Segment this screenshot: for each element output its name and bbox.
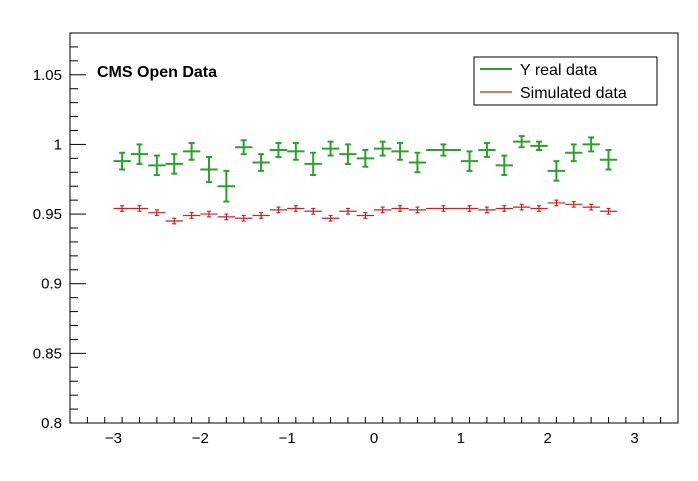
- data-point: [478, 206, 496, 214]
- data-point: [582, 203, 600, 211]
- data-point: [495, 154, 513, 177]
- data-point: [321, 214, 340, 222]
- data-point: [321, 140, 340, 157]
- data-point: [113, 151, 131, 171]
- data-point: [130, 205, 149, 212]
- chart-annotation: CMS Open Data: [97, 64, 217, 81]
- data-point: [356, 212, 374, 219]
- data-point: [599, 149, 618, 171]
- x-axis: −3 −2 −1 0 1 2 3: [69, 417, 679, 447]
- legend-label-real: Υ real data: [520, 62, 597, 79]
- data-point: [547, 199, 566, 207]
- data-point: [565, 200, 583, 208]
- data-point: [182, 142, 201, 161]
- data-point: [148, 209, 166, 217]
- data-point: [165, 153, 183, 175]
- data-point: [391, 205, 409, 212]
- y-tick-label: 0.8: [41, 415, 62, 432]
- legend-label-simulated: Simulated data: [520, 85, 627, 102]
- y-tick-label: 0.95: [33, 206, 62, 223]
- data-point: [287, 142, 305, 161]
- y-tick-label: 0.85: [33, 345, 62, 362]
- series-real-data: [113, 135, 618, 203]
- data-point: [530, 205, 548, 212]
- data-point: [426, 143, 461, 157]
- x-tick-label: −3: [105, 430, 122, 447]
- data-point: [599, 207, 618, 215]
- series-simulated-data: [113, 199, 618, 225]
- x-tick-label: 2: [544, 430, 552, 447]
- y-tick-label: 0.9: [41, 276, 62, 293]
- data-point: [374, 206, 392, 214]
- y-tick-label: 1: [54, 136, 62, 153]
- data-point: [287, 205, 305, 212]
- data-point: [165, 217, 183, 225]
- data-point: [200, 210, 218, 218]
- data-point: [217, 213, 236, 221]
- data-point: [252, 153, 270, 172]
- x-tick-label: 1: [457, 430, 465, 447]
- data-point: [235, 139, 253, 156]
- data-point: [356, 149, 374, 168]
- data-point: [408, 206, 427, 214]
- data-point: [339, 207, 357, 215]
- data-point: [148, 154, 166, 177]
- x-tick-label: 0: [370, 430, 378, 447]
- y-tick-label: 1.05: [33, 67, 62, 84]
- data-point: [512, 203, 531, 211]
- data-point: [547, 160, 566, 182]
- data-point: [565, 143, 583, 163]
- x-tick-label: −2: [192, 430, 209, 447]
- data-point: [460, 205, 479, 212]
- data-point: [252, 212, 270, 219]
- data-point: [217, 169, 236, 203]
- data-point: [304, 151, 322, 177]
- data-point: [269, 142, 288, 158]
- data-point: [460, 150, 479, 172]
- data-point: [478, 142, 496, 158]
- legend-box: [473, 56, 658, 106]
- data-point: [512, 135, 531, 149]
- data-point: [495, 205, 513, 212]
- data-point: [339, 143, 357, 165]
- data-point: [530, 140, 548, 151]
- data-point: [408, 151, 427, 174]
- data-point: [235, 214, 253, 222]
- data-point: [582, 136, 600, 153]
- data-point: [113, 205, 131, 212]
- y-axis: 0.8 0.85 0.9 0.95 1 1.05: [33, 32, 86, 432]
- data-point: [269, 206, 288, 214]
- data-point: [200, 155, 218, 184]
- data-point: [426, 205, 461, 212]
- legend: Υ real data Simulated data: [473, 56, 658, 106]
- data-point: [182, 212, 201, 219]
- x-tick-label: 3: [630, 430, 638, 447]
- series-layer: [113, 135, 618, 225]
- data-point: [374, 140, 392, 157]
- data-point: [130, 143, 149, 165]
- x-tick-label: −1: [279, 430, 296, 447]
- data-point: [304, 207, 322, 215]
- data-point: [391, 142, 409, 161]
